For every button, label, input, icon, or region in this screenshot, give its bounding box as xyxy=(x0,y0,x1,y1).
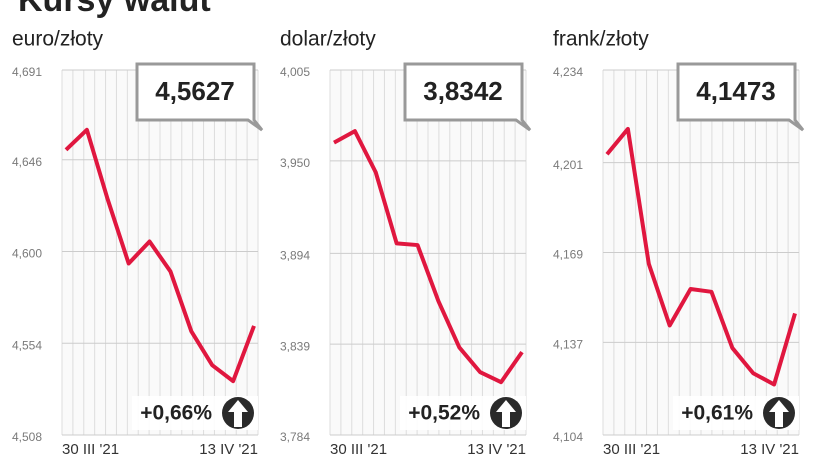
arrow-icon-arrow xyxy=(496,400,516,427)
y-tick-label: 4,201 xyxy=(553,158,583,172)
y-tick-label: 3,839 xyxy=(280,339,310,353)
panel-title: euro/złoty xyxy=(12,28,104,51)
panel-title: frank/złoty xyxy=(553,28,649,51)
y-tick-label: 3,894 xyxy=(280,248,310,262)
y-tick-label: 4,104 xyxy=(553,430,583,444)
x-tick-label: 30 III '21 xyxy=(62,441,119,458)
chart-title: Kursy walut xyxy=(18,0,211,19)
x-tick-label: 30 III '21 xyxy=(330,441,387,458)
value-label: 4,1473 xyxy=(696,76,776,106)
x-tick-label: 30 III '21 xyxy=(603,441,660,458)
x-tick-label: 13 IV '21 xyxy=(740,441,799,458)
y-tick-label: 4,005 xyxy=(280,65,310,79)
y-tick-label: 4,508 xyxy=(12,430,42,444)
value-label: 4,5627 xyxy=(155,76,235,106)
change-label: +0,61% xyxy=(681,402,753,425)
x-tick-label: 13 IV '21 xyxy=(467,441,526,458)
value-label: 3,8342 xyxy=(423,76,503,106)
y-tick-label: 4,554 xyxy=(12,338,42,352)
data-line xyxy=(333,129,524,385)
y-tick-label: 4,646 xyxy=(12,155,42,169)
y-tick-label: 4,691 xyxy=(12,65,42,79)
y-tick-label: 4,234 xyxy=(553,65,583,79)
arrow-icon-arrow xyxy=(228,400,248,427)
value-box xyxy=(676,62,805,132)
change-label: +0,52% xyxy=(408,402,480,425)
value-box xyxy=(135,62,264,132)
arrow-icon-arrow xyxy=(769,400,789,427)
y-tick-label: 4,169 xyxy=(553,248,583,262)
value-box xyxy=(403,62,532,132)
data-line xyxy=(64,127,256,384)
y-tick-label: 4,137 xyxy=(553,338,583,352)
x-tick-label: 13 IV '21 xyxy=(199,441,258,458)
y-tick-label: 4,600 xyxy=(12,247,42,261)
panel-title: dolar/złoty xyxy=(280,28,376,51)
change-label: +0,66% xyxy=(140,402,212,425)
y-tick-label: 3,950 xyxy=(280,156,310,170)
data-line xyxy=(605,126,797,387)
y-tick-label: 3,784 xyxy=(280,430,310,444)
